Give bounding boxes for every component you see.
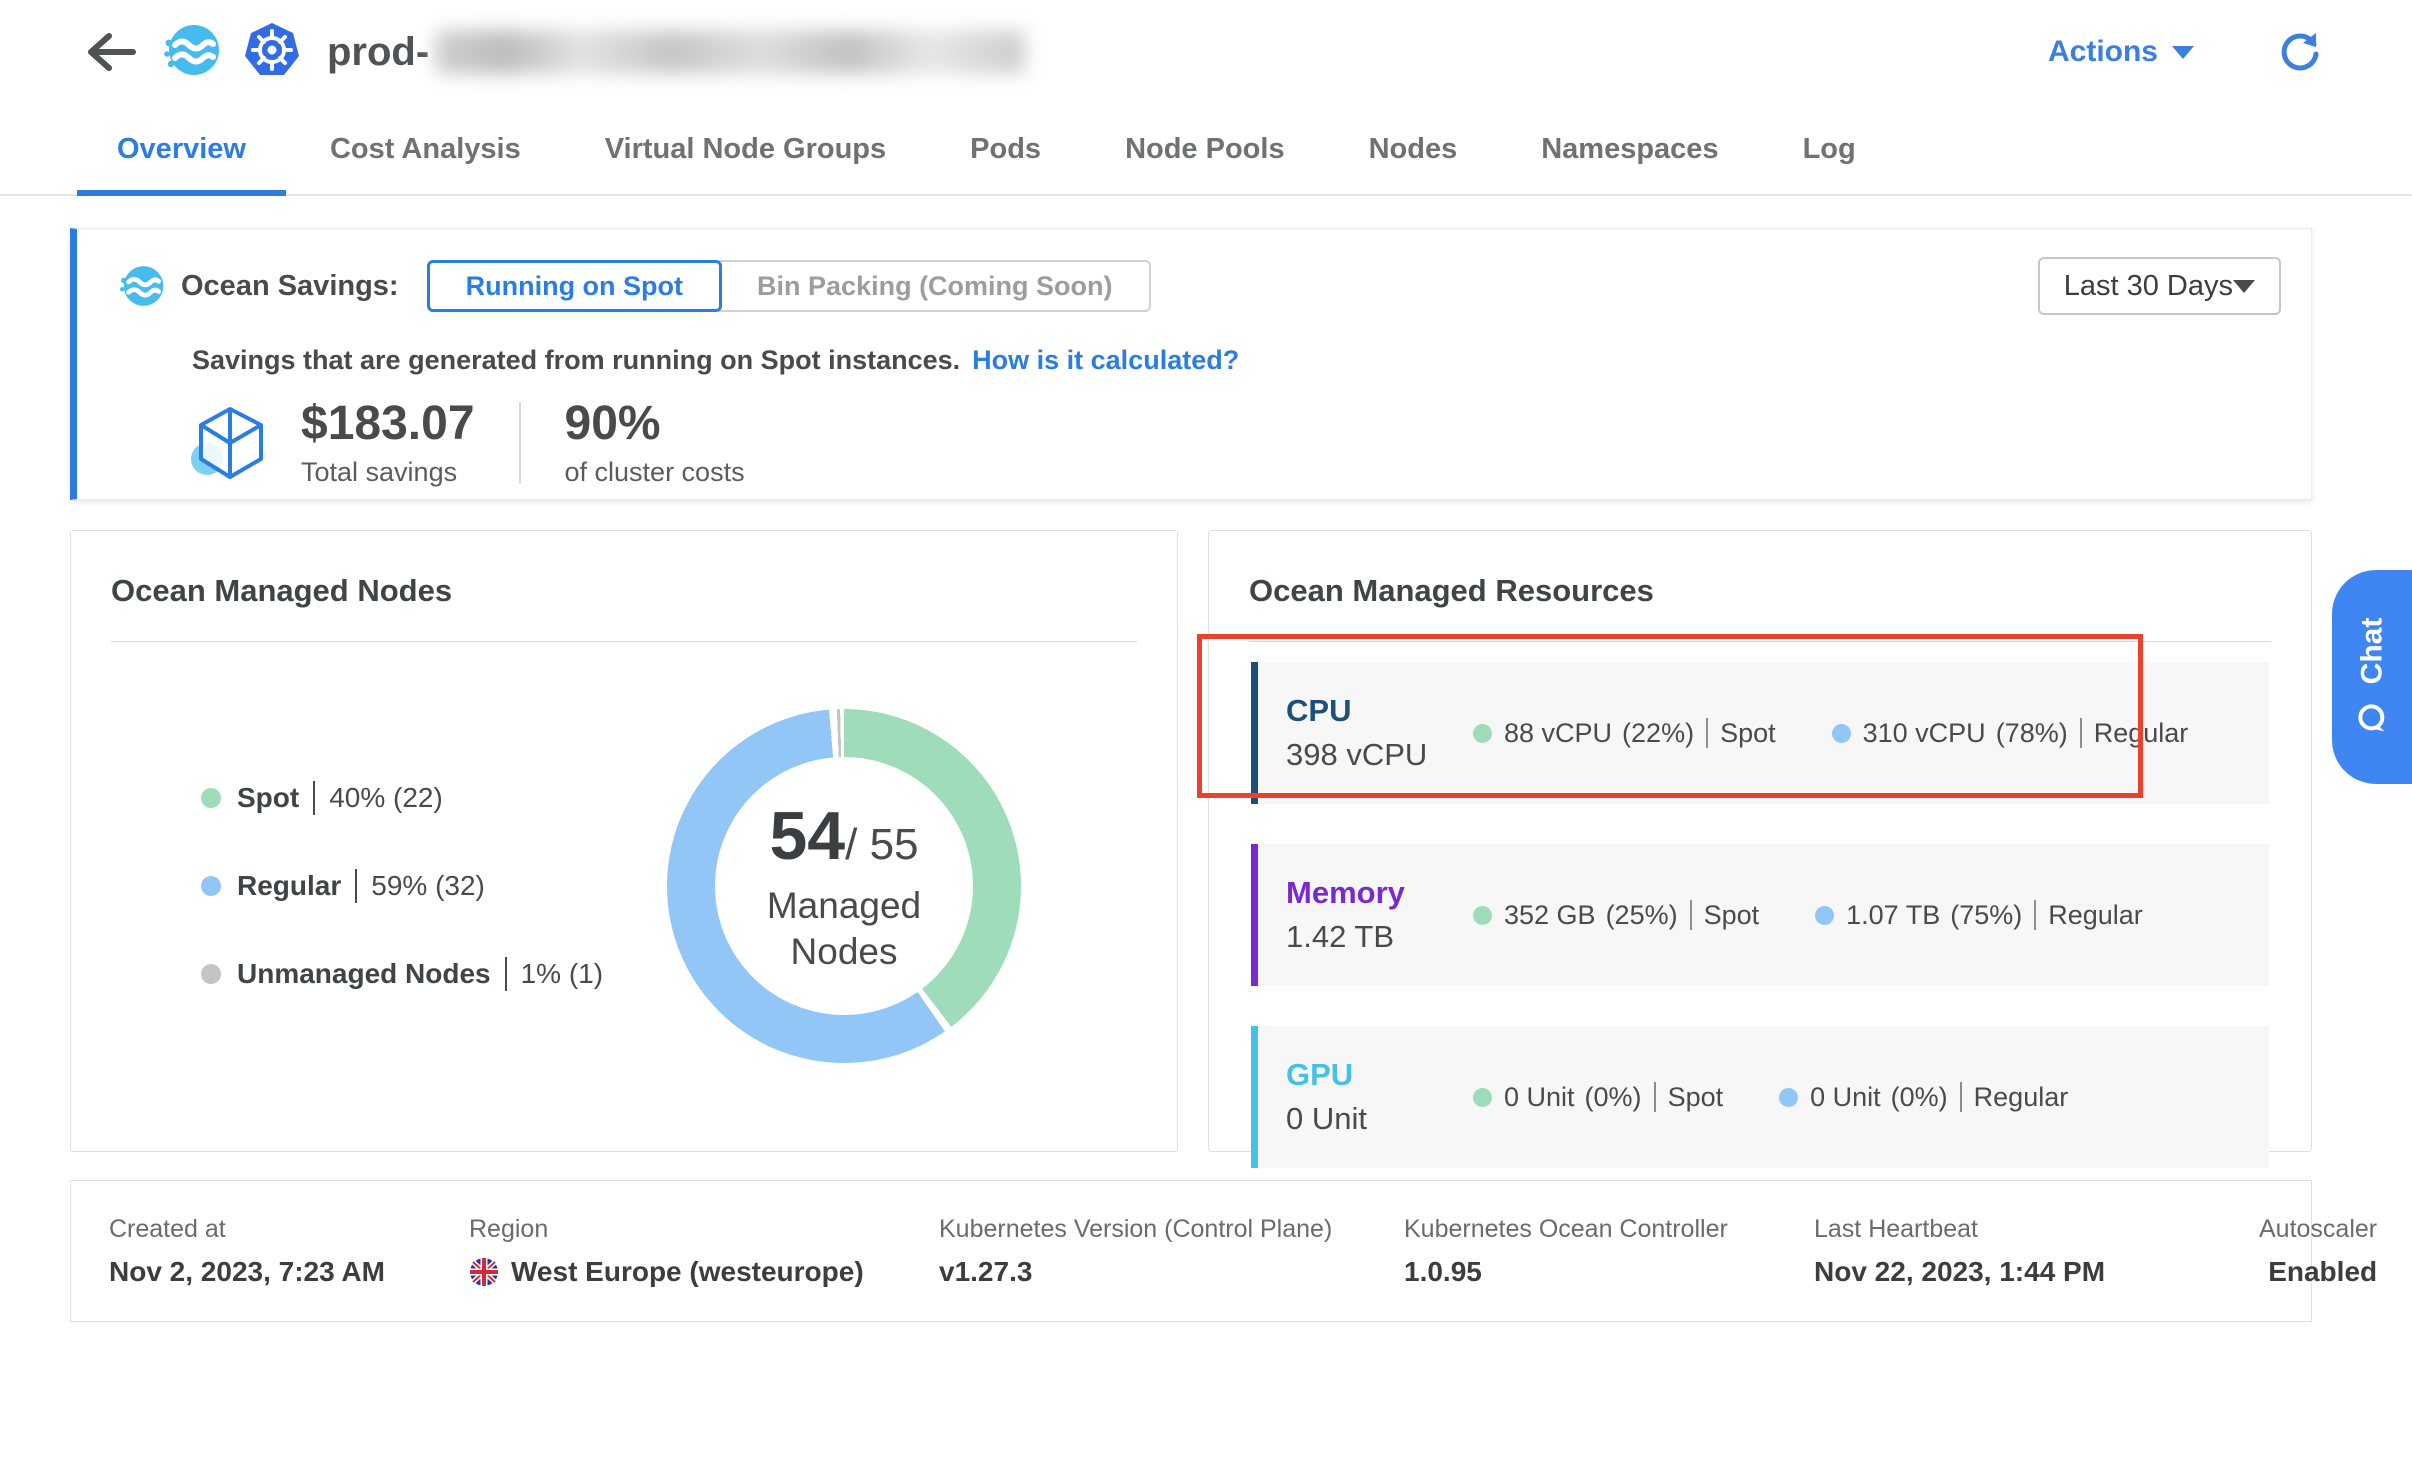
- ocean-managed-nodes-card: Ocean Managed Nodes Spot 40% (22) Regula…: [70, 530, 1178, 1152]
- cluster-cost-percent: 90%: [564, 397, 661, 450]
- divider: [111, 641, 1137, 642]
- gpu-regular-stat: 0 Unit (0%) Regular: [1779, 1082, 2068, 1113]
- gpu-label: GPU: [1286, 1057, 1354, 1092]
- savings-cube-icon: [191, 406, 263, 479]
- cluster-cost-caption: of cluster costs: [564, 456, 745, 487]
- uk-flag-icon: [470, 1257, 498, 1286]
- regular-dot-icon: [201, 876, 221, 896]
- period-dropdown[interactable]: Last 30 Days: [2037, 257, 2281, 315]
- spot-dot-icon: [201, 788, 221, 808]
- back-button[interactable]: [85, 24, 141, 80]
- chevron-down-icon: [2233, 279, 2255, 293]
- cpu-label: CPU: [1286, 693, 1352, 728]
- header: prod- Actions: [0, 0, 2412, 104]
- ocean-managed-resources-card: Ocean Managed Resources CPU 398 vCPU 88 …: [1208, 530, 2312, 1168]
- legend-item-unmanaged[interactable]: Unmanaged Nodes 1% (1): [201, 957, 603, 991]
- total-savings-stat: $183.07 Total savings: [301, 397, 475, 488]
- legend-item-spot[interactable]: Spot 40% (22): [201, 781, 603, 815]
- ocean-savings-card: Ocean Savings: Running on Spot Bin Packi…: [70, 228, 2312, 500]
- ocean-savings-label: Ocean Savings:: [181, 269, 399, 302]
- region-item: Region West Europe (westeurope): [469, 1214, 864, 1287]
- tab-namespaces[interactable]: Namespaces: [1501, 104, 1758, 194]
- managed-nodes-donut-chart: [667, 709, 1021, 1063]
- cpu-accent-bar: [1251, 662, 1258, 804]
- page-title: prod-: [327, 30, 1026, 75]
- how-calculated-link[interactable]: How is it calculated?: [972, 345, 1240, 375]
- regular-dot-icon: [1815, 905, 1835, 925]
- running-on-spot-toggle[interactable]: Running on Spot: [426, 260, 723, 312]
- spot-dot-icon: [1473, 905, 1492, 925]
- cpu-regular-stat: 310 vCPU (78%) Regular: [1831, 718, 2188, 749]
- tab-node-pools[interactable]: Node Pools: [1085, 104, 1325, 194]
- total-savings-value: $183.07: [301, 397, 475, 450]
- tab-cost-analysis[interactable]: Cost Analysis: [290, 104, 561, 194]
- period-value: Last 30 Days: [2063, 269, 2233, 302]
- resource-row-cpu: CPU 398 vCPU 88 vCPU (22%) Spot 310 vCPU: [1251, 662, 2269, 804]
- chat-bubble-icon: [2358, 704, 2385, 732]
- created-at-item: Created at Nov 2, 2023, 7:23 AM: [109, 1214, 385, 1287]
- tab-nodes[interactable]: Nodes: [1329, 104, 1498, 194]
- ocean-wave-icon: [119, 266, 164, 306]
- resource-row-gpu: GPU 0 Unit 0 Unit (0%) Spot 0 Unit (0%): [1251, 1026, 2269, 1168]
- chat-button[interactable]: Chat: [2332, 570, 2412, 784]
- last-heartbeat-item: Last Heartbeat Nov 22, 2023, 1:44 PM: [1814, 1214, 2106, 1287]
- back-arrow-icon: [88, 33, 136, 71]
- autoscaler-item: Autoscaler Enabled: [2259, 1214, 2378, 1287]
- cluster-cost-stat: 90% of cluster costs: [564, 397, 745, 488]
- spot-dot-icon: [1473, 723, 1492, 743]
- managed-resources-title: Ocean Managed Resources: [1249, 573, 1654, 608]
- resource-row-memory: Memory 1.42 TB 352 GB (25%) Spot 1.07 TB: [1251, 844, 2269, 986]
- total-savings-caption: Total savings: [301, 456, 458, 487]
- ocean-controller-item: Kubernetes Ocean Controller 1.0.95: [1404, 1214, 1728, 1287]
- tab-log[interactable]: Log: [1763, 104, 1896, 194]
- spot-dot-icon: [1473, 1087, 1492, 1107]
- tab-pods[interactable]: Pods: [930, 104, 1081, 194]
- divider: [518, 401, 521, 484]
- legend-item-regular[interactable]: Regular 59% (32): [201, 869, 603, 903]
- actions-button[interactable]: Actions: [2048, 35, 2194, 69]
- unmanaged-dot-icon: [201, 964, 221, 984]
- bin-packing-toggle[interactable]: Bin Packing (Coming Soon): [719, 260, 1151, 312]
- regular-dot-icon: [1831, 723, 1851, 743]
- chat-label: Chat: [2355, 617, 2389, 685]
- tab-virtual-node-groups[interactable]: Virtual Node Groups: [565, 104, 926, 194]
- divider: [1249, 641, 2271, 642]
- tab-overview[interactable]: Overview: [77, 104, 286, 196]
- redacted-cluster-name: [435, 30, 1026, 74]
- chevron-down-icon: [2172, 45, 2194, 59]
- k8s-version-item: Kubernetes Version (Control Plane) v1.27…: [939, 1214, 1333, 1287]
- kubernetes-logo-icon: [243, 21, 301, 84]
- cpu-total: 398 vCPU: [1286, 737, 1428, 772]
- tab-bar: Overview Cost Analysis Virtual Node Grou…: [0, 104, 2412, 196]
- ocean-logo-icon: [163, 21, 221, 84]
- memory-total: 1.42 TB: [1286, 919, 1395, 954]
- cluster-info-footer: Created at Nov 2, 2023, 7:23 AM Region W…: [70, 1180, 2377, 1322]
- refresh-icon: [2281, 32, 2319, 70]
- memory-spot-stat: 352 GB (25%) Spot: [1473, 900, 1759, 931]
- memory-regular-stat: 1.07 TB (75%) Regular: [1815, 900, 2143, 931]
- regular-dot-icon: [1779, 1087, 1799, 1107]
- nodes-legend: Spot 40% (22) Regular 59% (32) Unmanaged…: [201, 781, 603, 991]
- savings-description: Savings that are generated from running …: [192, 345, 1240, 375]
- memory-label: Memory: [1286, 875, 1405, 910]
- memory-accent-bar: [1251, 844, 1258, 986]
- gpu-total: 0 Unit: [1286, 1101, 1367, 1136]
- gpu-accent-bar: [1251, 1026, 1258, 1168]
- donut-center-label: 54/ 55 Managed Nodes: [766, 797, 922, 972]
- savings-mode-toggle: Running on Spot Bin Packing (Coming Soon…: [426, 260, 1151, 312]
- managed-nodes-title: Ocean Managed Nodes: [111, 573, 453, 608]
- gpu-spot-stat: 0 Unit (0%) Spot: [1473, 1082, 1723, 1113]
- refresh-button[interactable]: [2278, 29, 2322, 76]
- cpu-spot-stat: 88 vCPU (22%) Spot: [1473, 718, 1776, 749]
